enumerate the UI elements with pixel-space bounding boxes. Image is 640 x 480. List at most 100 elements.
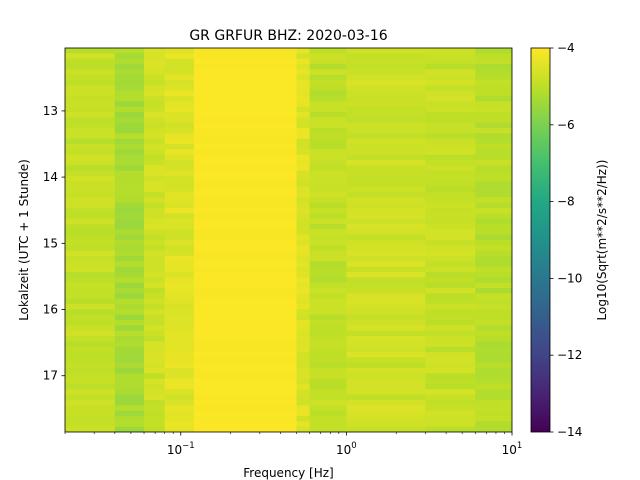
heatmap-cell <box>164 277 195 284</box>
heatmap-cell <box>309 298 347 305</box>
heatmap-cell <box>296 234 311 241</box>
heatmap-cell <box>296 186 311 193</box>
heatmap-cell <box>193 90 297 97</box>
heatmap-cell <box>346 272 426 278</box>
heatmap-cell <box>193 368 297 374</box>
heatmap-cell <box>193 389 297 396</box>
heatmap-cell <box>475 394 512 401</box>
y-tick-label: 16 <box>43 303 58 317</box>
heatmap-cell <box>346 117 426 124</box>
heatmap-cell <box>425 384 476 390</box>
heatmap-cell <box>65 261 116 268</box>
heatmap-cell <box>164 96 195 102</box>
heatmap-cell <box>309 218 347 225</box>
heatmap-cell <box>65 346 116 353</box>
heatmap-cell <box>144 96 166 102</box>
heatmap-cell <box>164 80 195 86</box>
heatmap-cell <box>193 277 297 284</box>
heatmap-cell <box>475 416 512 422</box>
heatmap-cell <box>144 421 166 428</box>
heatmap-cell <box>425 320 476 326</box>
heatmap-cell <box>475 389 512 396</box>
heatmap-cell <box>309 117 347 124</box>
heatmap-cell <box>193 101 297 108</box>
heatmap-cell <box>164 133 195 140</box>
heatmap-cell <box>114 346 145 353</box>
heatmap-cell <box>164 410 195 417</box>
heatmap-cell <box>475 266 512 273</box>
colorbar <box>530 47 551 433</box>
heatmap-cell <box>193 426 297 432</box>
heatmap-cell <box>193 80 297 86</box>
heatmap-cell <box>114 202 145 209</box>
heatmap-cell <box>193 202 297 209</box>
heatmap-cell <box>164 144 195 150</box>
heatmap-cell <box>114 197 145 204</box>
heatmap-cell <box>425 389 476 396</box>
heatmap-cell <box>144 410 166 417</box>
heatmap-cell <box>65 208 116 214</box>
heatmap-cell <box>296 165 311 172</box>
heatmap-cell <box>144 160 166 166</box>
heatmap-cell <box>475 202 512 209</box>
heatmap-cell <box>475 74 512 81</box>
heatmap-cell <box>164 362 195 369</box>
heatmap-cell <box>144 234 166 241</box>
heatmap-cell <box>425 309 476 316</box>
heatmap-cell <box>309 224 347 230</box>
heatmap-cell <box>114 277 145 284</box>
heatmap-cell <box>425 154 476 161</box>
heatmap-cell <box>144 277 166 284</box>
heatmap-cell <box>346 122 426 129</box>
heatmap-cell <box>65 293 116 300</box>
heatmap-cell <box>475 192 512 198</box>
heatmap-cell <box>296 336 311 342</box>
heatmap-cell <box>296 330 311 337</box>
heatmap-cell <box>346 400 426 406</box>
heatmap-cell <box>193 224 297 230</box>
heatmap-cell <box>425 53 476 60</box>
heatmap-cell <box>164 250 195 257</box>
heatmap-cell <box>475 234 512 241</box>
heatmap-cell <box>193 373 297 380</box>
heatmap-cell <box>114 416 145 422</box>
heatmap-cell <box>65 250 116 257</box>
heatmap-cell <box>193 112 297 118</box>
heatmap-cell <box>65 234 116 241</box>
heatmap-cell <box>475 368 512 374</box>
heatmap-cell <box>164 378 195 385</box>
heatmap-cell <box>164 234 195 241</box>
heatmap-cell <box>164 336 195 342</box>
heatmap-cell <box>346 106 426 113</box>
heatmap-cell <box>144 320 166 326</box>
heatmap-cell <box>425 378 476 385</box>
heatmap-cell <box>346 298 426 305</box>
heatmap-cell <box>193 229 297 236</box>
heatmap-cell <box>164 309 195 316</box>
heatmap-cell <box>425 218 476 225</box>
heatmap-cell <box>346 96 426 102</box>
heatmap-cell <box>296 106 311 113</box>
heatmap-cell <box>309 208 347 214</box>
heatmap-cell <box>114 405 145 412</box>
heatmap-cell <box>114 192 145 198</box>
heatmap-cell <box>164 170 195 177</box>
heatmap-cell <box>65 74 116 81</box>
heatmap-cell <box>475 373 512 380</box>
heatmap-cell <box>164 304 195 310</box>
heatmap-cell <box>193 330 297 337</box>
heatmap-cell <box>164 197 195 204</box>
heatmap-cell <box>309 384 347 390</box>
heatmap-cell <box>425 197 476 204</box>
heatmap-cell <box>296 272 311 278</box>
heatmap-cell <box>164 160 195 166</box>
heatmap-cell <box>309 90 347 97</box>
heatmap-cell <box>164 384 195 390</box>
heatmap-cell <box>309 53 347 60</box>
heatmap-cell <box>65 309 116 316</box>
heatmap-cell <box>65 245 116 252</box>
heatmap-cell <box>65 426 116 432</box>
colorbar-tick-label: −14 <box>557 425 582 439</box>
heatmap-cell <box>164 426 195 432</box>
heatmap-cell <box>65 160 116 166</box>
